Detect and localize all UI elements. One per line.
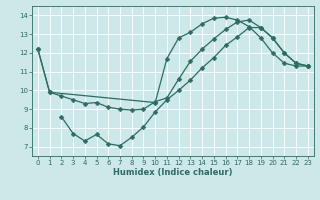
X-axis label: Humidex (Indice chaleur): Humidex (Indice chaleur): [113, 168, 233, 177]
